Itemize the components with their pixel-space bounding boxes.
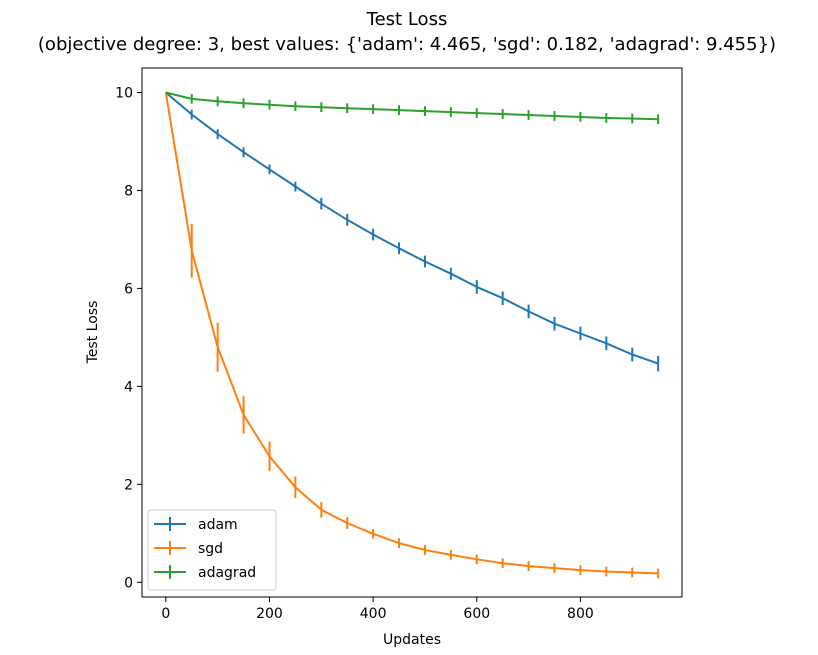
y-tick-label: 2 bbox=[124, 477, 133, 493]
y-axis-label: Test Loss bbox=[85, 301, 101, 365]
x-axis-label: Updates bbox=[383, 632, 441, 648]
y-tick-label: 0 bbox=[124, 575, 133, 591]
x-tick-label: 200 bbox=[256, 606, 283, 622]
x-tick-label: 600 bbox=[463, 606, 490, 622]
y-tick-label: 10 bbox=[115, 85, 133, 101]
y-tick-label: 8 bbox=[124, 183, 133, 199]
series-sgd bbox=[164, 92, 660, 579]
legend: adam sgd adagrad bbox=[147, 509, 277, 591]
plot-area bbox=[164, 91, 660, 579]
y-tick-label: 4 bbox=[124, 379, 133, 395]
legend-box bbox=[147, 509, 277, 591]
y-tick-label: 6 bbox=[124, 281, 133, 297]
chart-subtitle: (objective degree: 3, best values: {'ada… bbox=[38, 34, 776, 55]
x-tick-label: 800 bbox=[567, 606, 594, 622]
legend-label-sgd: sgd bbox=[198, 541, 223, 557]
x-tick-label: 0 bbox=[161, 606, 170, 622]
y-axis: 0 2 4 6 8 10 bbox=[115, 85, 142, 591]
x-tick-label: 400 bbox=[360, 606, 387, 622]
chart-title: Test Loss bbox=[366, 9, 448, 30]
series-line-adam bbox=[165, 91, 659, 365]
legend-label-adam: adam bbox=[198, 517, 238, 533]
plot-frame bbox=[141, 67, 683, 598]
series-adagrad bbox=[165, 91, 660, 125]
x-axis: 0 200 400 600 800 bbox=[161, 597, 594, 622]
series-adam bbox=[165, 91, 660, 372]
legend-label-adagrad: adagrad bbox=[198, 565, 256, 581]
series-line-sgd bbox=[164, 92, 659, 575]
series-line-adagrad bbox=[165, 91, 659, 121]
